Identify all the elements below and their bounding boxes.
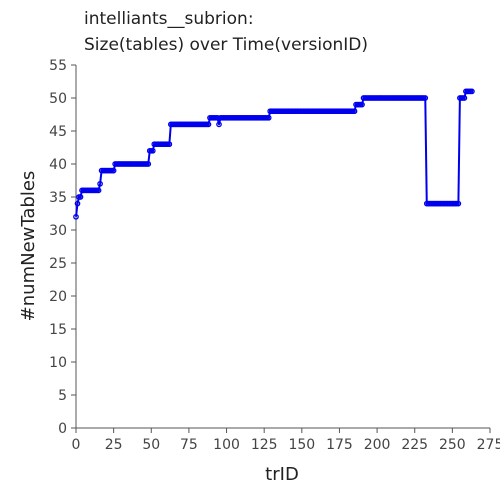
y-tick-label: 55 <box>49 58 67 74</box>
data-point <box>166 141 173 148</box>
data-point <box>265 114 272 121</box>
axes <box>75 65 490 429</box>
chart-title-line2: Size(tables) over Time(versionID) <box>84 35 368 55</box>
y-axis-label: #numNewTables <box>18 171 39 322</box>
data-point <box>110 167 117 174</box>
data-point <box>149 147 156 154</box>
y-tick-label: 40 <box>49 157 67 173</box>
y-tick-label: 15 <box>49 322 67 338</box>
data-point <box>359 101 365 108</box>
x-tick-label: 75 <box>180 437 198 453</box>
x-tick-label: 175 <box>326 437 353 453</box>
y-tick-label: 20 <box>49 289 67 305</box>
y-tick-label: 45 <box>49 124 67 140</box>
y-tick-label: 25 <box>49 256 67 272</box>
data-point <box>73 213 79 220</box>
x-tick-label: 275 <box>477 437 500 453</box>
data-point <box>422 95 429 101</box>
data-point <box>74 200 81 207</box>
y-tick-label: 30 <box>49 223 67 239</box>
y-tick-label: 5 <box>58 388 67 404</box>
data-point <box>205 121 212 128</box>
data-point <box>77 194 84 200</box>
x-tick-label: 50 <box>142 437 160 453</box>
data-point <box>455 200 462 207</box>
data-point <box>469 88 475 95</box>
data-point <box>145 161 152 167</box>
x-tick-label: 225 <box>401 437 428 453</box>
y-tick-label: 50 <box>49 91 67 107</box>
x-ticks: 0 25 50 75 100 125 150 175 200 225 250 275 <box>72 428 500 453</box>
data-point <box>216 121 222 128</box>
x-tick-label: 100 <box>213 437 240 453</box>
series-numNewTables <box>73 88 475 220</box>
data-point <box>97 180 103 187</box>
y-tick-label: 35 <box>49 190 67 206</box>
y-tick-label: 10 <box>49 355 67 371</box>
x-tick-label: 150 <box>288 437 315 453</box>
data-point <box>95 187 102 194</box>
chart-title-line1: intelliants__subrion: <box>84 9 254 29</box>
x-tick-label: 125 <box>251 437 278 453</box>
y-tick-label: 0 <box>58 421 67 437</box>
x-tick-label: 250 <box>439 437 466 453</box>
y-ticks: 0 5 10 15 20 25 30 35 40 45 50 55 <box>49 58 76 437</box>
data-point <box>461 95 468 101</box>
x-tick-label: 0 <box>72 437 81 453</box>
data-point <box>351 108 358 115</box>
x-axis-label: trID <box>265 464 299 485</box>
x-tick-label: 25 <box>105 437 123 453</box>
x-tick-label: 200 <box>364 437 391 453</box>
